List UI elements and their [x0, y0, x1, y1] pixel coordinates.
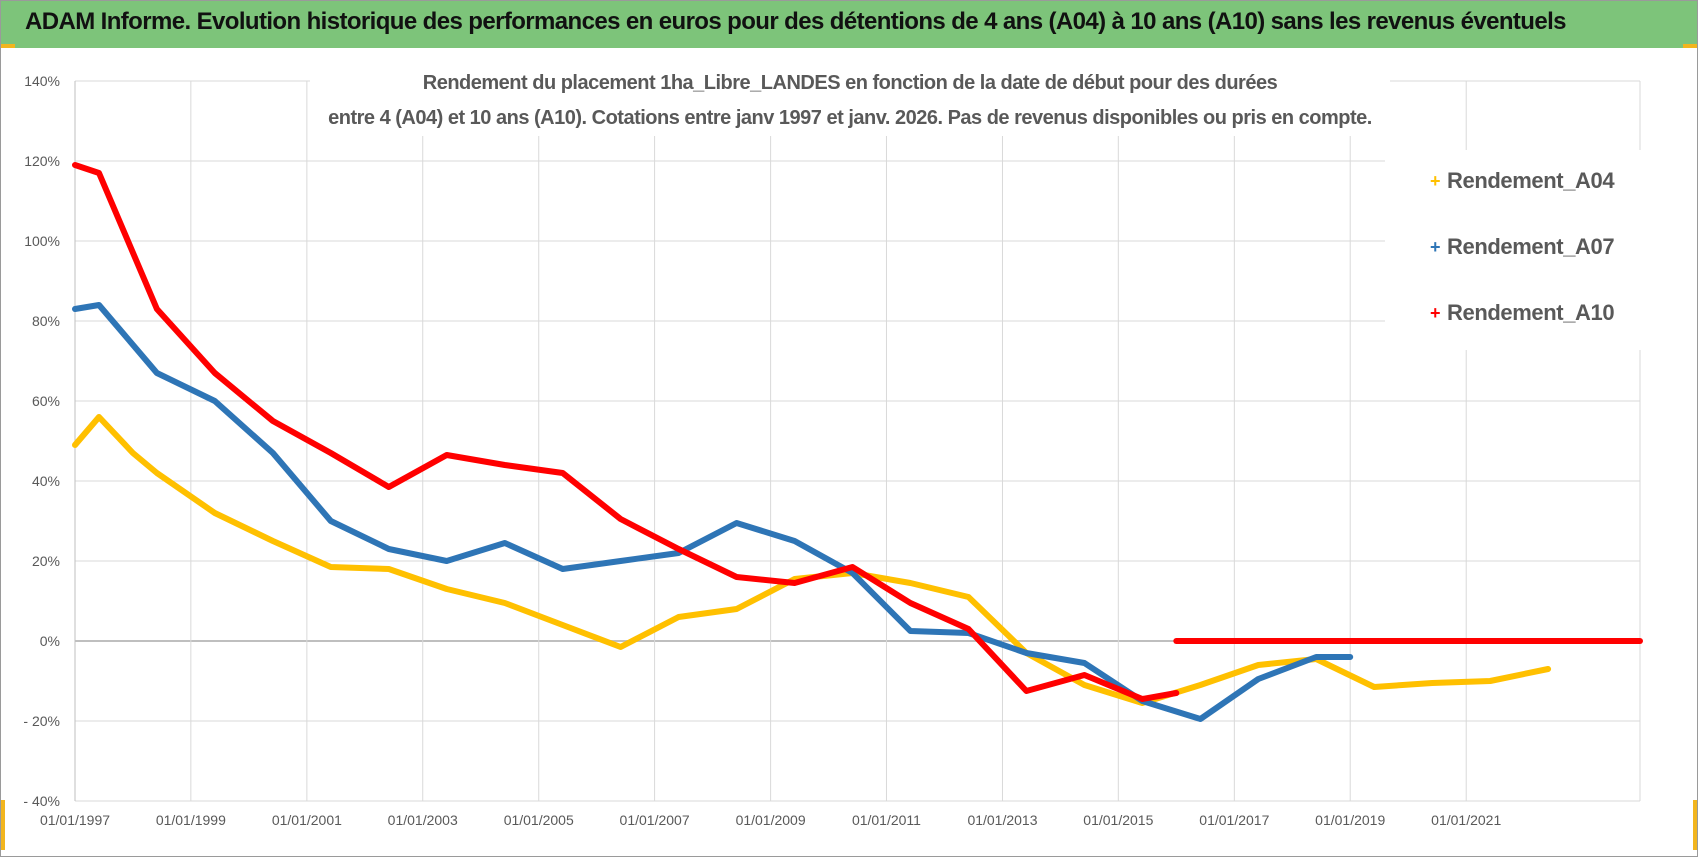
legend-marker-a07: +	[1430, 237, 1441, 257]
legend-label-a04: Rendement_A04	[1447, 168, 1615, 193]
y-tick-label: - 40%	[23, 793, 60, 809]
legend-label-a10: Rendement_A10	[1447, 300, 1615, 325]
y-tick-label: 0%	[40, 633, 60, 649]
y-tick-label: 20%	[32, 553, 60, 569]
legend-marker-a10: +	[1430, 303, 1441, 323]
chart-title: Rendement du placement 1ha_Libre_LANDES …	[310, 66, 1390, 136]
series-line-rendement_a10	[72, 162, 1180, 702]
chart-title-line-1: Rendement du placement 1ha_Libre_LANDES …	[422, 72, 1278, 94]
y-tick-label: 60%	[32, 393, 60, 409]
x-tick-label: 01/01/2005	[504, 812, 574, 828]
chart-legend: + Rendement_A04 + Rendement_A07 + Rendem…	[1385, 150, 1645, 350]
corner-mark-bottom-right	[1693, 800, 1697, 850]
x-tick-label: 01/01/2001	[272, 812, 342, 828]
banner-title: ADAM Informe. Evolution historique des p…	[25, 8, 1567, 35]
x-tick-label: 01/01/2021	[1431, 812, 1501, 828]
x-tick-label: 01/01/1999	[156, 812, 226, 828]
x-tick-label: 01/01/2011	[852, 812, 921, 828]
y-tick-label: - 20%	[23, 713, 60, 729]
y-tick-label: 100%	[24, 233, 60, 249]
series-line-rendement_a04	[72, 414, 1552, 706]
legend-marker-a04: +	[1430, 171, 1441, 191]
x-tick-label: 01/01/2013	[967, 812, 1037, 828]
x-tick-label: 01/01/2003	[388, 812, 458, 828]
corner-mark-top-left	[1, 44, 15, 48]
legend-label-a07: Rendement_A07	[1447, 234, 1615, 259]
y-tick-label: 40%	[32, 473, 60, 489]
x-tick-label: 01/01/2015	[1083, 812, 1153, 828]
x-tick-label: 01/01/2007	[620, 812, 690, 828]
y-tick-label: 120%	[24, 153, 60, 169]
x-tick-label: 01/01/1997	[40, 812, 110, 828]
y-tick-label: 80%	[32, 313, 60, 329]
corner-mark-bottom-left	[1, 800, 5, 850]
corner-mark-top-right	[1683, 44, 1697, 48]
y-tick-label: 140%	[24, 73, 60, 89]
chart-title-line-2: entre 4 (A04) et 10 ans (A10). Cotations…	[328, 107, 1372, 129]
x-tick-label: 01/01/2019	[1315, 812, 1385, 828]
x-tick-label: 01/01/2009	[736, 812, 806, 828]
series-line-rendement_a07	[72, 302, 1354, 722]
header-banner: ADAM Informe. Evolution historique des p…	[1, 1, 1697, 48]
x-tick-label: 01/01/2017	[1199, 812, 1269, 828]
